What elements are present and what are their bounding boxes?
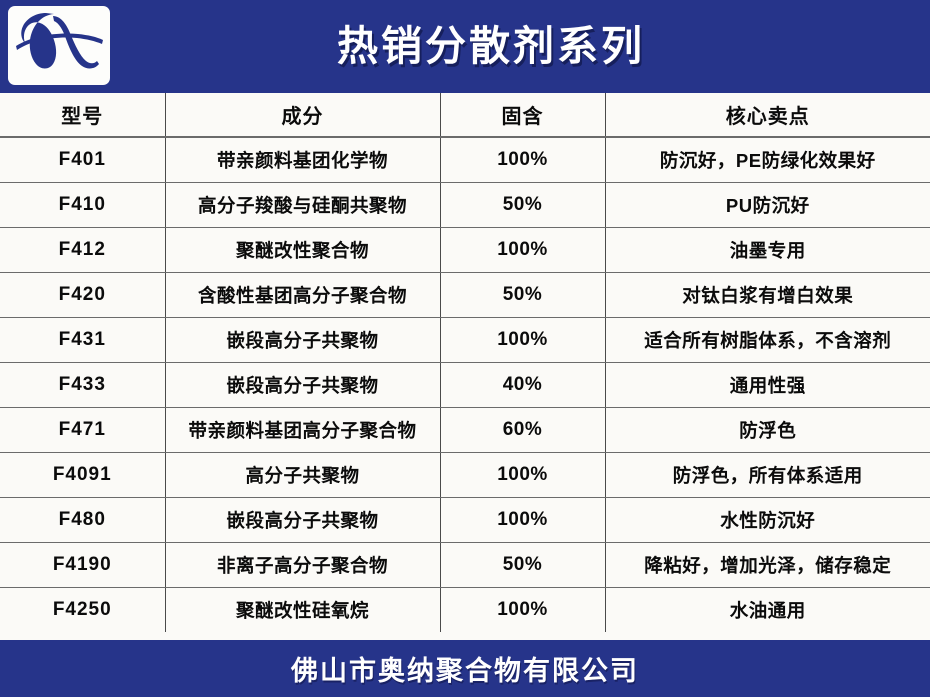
cell-model: F412 — [0, 227, 166, 273]
page-title: 热销分散剂系列 — [337, 22, 645, 70]
cell-composition: 带亲颜料基团高分子聚合物 — [165, 407, 441, 453]
cell-selling-point: 防浮色 — [605, 407, 930, 453]
cell-selling-point: 对钛白浆有增白效果 — [605, 272, 930, 318]
footer-band: 佛山市奥纳聚合物有限公司 — [0, 640, 930, 697]
cell-composition: 带亲颜料基团化学物 — [165, 137, 441, 183]
column-header-solid-content: 固含 — [440, 93, 606, 138]
table-row: F4091 高分子共聚物 100% 防浮色，所有体系适用 — [0, 452, 930, 498]
cell-solid-content: 60% — [440, 407, 606, 453]
cell-solid-content: 50% — [440, 542, 606, 588]
cell-selling-point: 防浮色，所有体系适用 — [605, 452, 930, 498]
ao-na-letter-a-logo-icon — [8, 6, 110, 85]
table-row: F431 嵌段高分子共聚物 100% 适合所有树脂体系，不含溶剂 — [0, 317, 930, 363]
cell-model: F431 — [0, 317, 166, 363]
cell-model: F401 — [0, 137, 166, 183]
table-row: F471 带亲颜料基团高分子聚合物 60% 防浮色 — [0, 407, 930, 453]
cell-model: F471 — [0, 407, 166, 453]
cell-model: F4091 — [0, 452, 166, 498]
cell-selling-point: 适合所有树脂体系，不含溶剂 — [605, 317, 930, 363]
cell-composition: 含酸性基团高分子聚合物 — [165, 272, 441, 318]
cell-model: F4190 — [0, 542, 166, 588]
cell-composition: 非离子高分子聚合物 — [165, 542, 441, 588]
cell-composition: 嵌段高分子共聚物 — [165, 497, 441, 543]
cell-selling-point: PU防沉好 — [605, 182, 930, 228]
product-table: 型号 成分 固含 核心卖点 F401 带亲颜料基团化学物 100% 防沉好，PE… — [0, 93, 930, 632]
table-row: F420 含酸性基团高分子聚合物 50% 对钛白浆有增白效果 — [0, 272, 930, 318]
cell-composition: 高分子共聚物 — [165, 452, 441, 498]
cell-solid-content: 100% — [440, 227, 606, 273]
header-band: 热销分散剂系列 — [0, 0, 930, 93]
table-row: F4250 聚醚改性硅氧烷 100% 水油通用 — [0, 587, 930, 632]
cell-solid-content: 50% — [440, 272, 606, 318]
column-header-selling-point: 核心卖点 — [605, 93, 930, 138]
cell-model: F4250 — [0, 587, 166, 632]
table-body: F401 带亲颜料基团化学物 100% 防沉好，PE防绿化效果好 F410 高分… — [0, 137, 930, 632]
table-row: F410 高分子羧酸与硅酮共聚物 50% PU防沉好 — [0, 182, 930, 228]
table-row: F401 带亲颜料基团化学物 100% 防沉好，PE防绿化效果好 — [0, 137, 930, 183]
cell-model: F410 — [0, 182, 166, 228]
cell-solid-content: 50% — [440, 182, 606, 228]
company-name: 佛山市奥纳聚合物有限公司 — [291, 656, 639, 687]
cell-selling-point: 通用性强 — [605, 362, 930, 408]
cell-selling-point: 水性防沉好 — [605, 497, 930, 543]
column-header-model: 型号 — [0, 93, 166, 138]
cell-model: F433 — [0, 362, 166, 408]
cell-solid-content: 100% — [440, 317, 606, 363]
cell-composition: 嵌段高分子共聚物 — [165, 317, 441, 363]
column-header-composition: 成分 — [165, 93, 441, 138]
table-header-row: 型号 成分 固含 核心卖点 — [0, 93, 930, 138]
table-row: F4190 非离子高分子聚合物 50% 降粘好，增加光泽，储存稳定 — [0, 542, 930, 588]
table-row: F412 聚醚改性聚合物 100% 油墨专用 — [0, 227, 930, 273]
cell-solid-content: 100% — [440, 137, 606, 183]
product-table-container: 型号 成分 固含 核心卖点 F401 带亲颜料基团化学物 100% 防沉好，PE… — [0, 93, 930, 640]
cell-solid-content: 100% — [440, 587, 606, 632]
table-row: F480 嵌段高分子共聚物 100% 水性防沉好 — [0, 497, 930, 543]
cell-selling-point: 降粘好，增加光泽，储存稳定 — [605, 542, 930, 588]
cell-model: F480 — [0, 497, 166, 543]
cell-solid-content: 100% — [440, 497, 606, 543]
cell-composition: 聚醚改性硅氧烷 — [165, 587, 441, 632]
cell-composition: 聚醚改性聚合物 — [165, 227, 441, 273]
cell-composition: 嵌段高分子共聚物 — [165, 362, 441, 408]
cell-solid-content: 100% — [440, 452, 606, 498]
cell-selling-point: 防沉好，PE防绿化效果好 — [605, 137, 930, 183]
cell-selling-point: 水油通用 — [605, 587, 930, 632]
cell-composition: 高分子羧酸与硅酮共聚物 — [165, 182, 441, 228]
cell-selling-point: 油墨专用 — [605, 227, 930, 273]
table-row: F433 嵌段高分子共聚物 40% 通用性强 — [0, 362, 930, 408]
cell-model: F420 — [0, 272, 166, 318]
cell-solid-content: 40% — [440, 362, 606, 408]
